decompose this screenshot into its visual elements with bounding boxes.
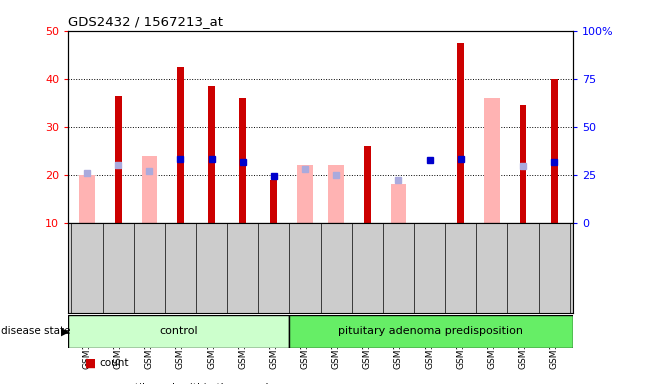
Bar (68, 315, 289, 348)
Bar (79, 175, 95, 223)
Bar (364, 146, 371, 223)
Bar (298, 165, 313, 223)
Bar (270, 180, 277, 223)
Text: GDS2432 / 1567213_at: GDS2432 / 1567213_at (68, 15, 223, 28)
Text: control: control (159, 326, 198, 336)
Bar (208, 86, 215, 223)
Text: count: count (99, 358, 128, 368)
Text: ■: ■ (85, 381, 96, 384)
Text: percentile rank within the sample: percentile rank within the sample (99, 383, 275, 384)
Bar (328, 165, 344, 223)
Bar (141, 156, 157, 223)
Bar (519, 105, 527, 223)
Bar (289, 315, 573, 348)
Bar (177, 67, 184, 223)
Text: ▶: ▶ (61, 326, 69, 336)
Bar (484, 98, 500, 223)
Bar (551, 79, 558, 223)
Bar (240, 98, 246, 223)
Bar (115, 96, 122, 223)
Text: ■: ■ (85, 356, 96, 369)
Text: pituitary adenoma predisposition: pituitary adenoma predisposition (339, 326, 523, 336)
Bar (391, 184, 406, 223)
Bar (458, 43, 464, 223)
Text: disease state: disease state (1, 326, 71, 336)
